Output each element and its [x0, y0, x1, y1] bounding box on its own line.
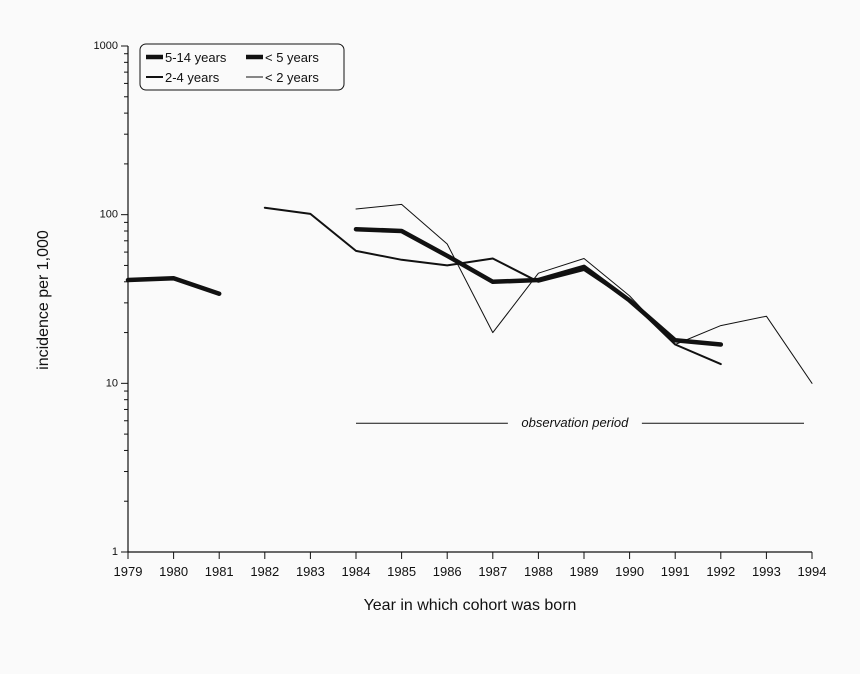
x-tick-label: 1986 — [433, 564, 462, 579]
y-tick-label: 100 — [100, 209, 118, 221]
y-axis-title: incidence per 1,000 — [35, 230, 52, 370]
x-tick-label: 1982 — [250, 564, 279, 579]
legend: 5-14 years < 5 years 2-4 years < 2 years — [139, 43, 345, 91]
series-line-under-5-years — [353, 226, 724, 347]
y-tick-label: 1 — [112, 546, 118, 558]
series-line-under-2-years — [355, 203, 813, 384]
x-tick-label: 1980 — [159, 564, 188, 579]
x-axis-title: Year in which cohort was born — [364, 597, 577, 614]
x-tick-label: 1984 — [342, 564, 371, 579]
legend-label-under-2-years: < 2 years — [265, 70, 319, 85]
series-lines — [125, 203, 813, 384]
legend-label-5-14-years: 5-14 years — [165, 50, 227, 65]
x-tick-label: 1992 — [706, 564, 735, 579]
axes — [127, 46, 812, 553]
x-tick-label: 1979 — [114, 564, 143, 579]
series-line-2-4-years — [263, 206, 722, 366]
x-tick-label: 1981 — [205, 564, 234, 579]
x-tick-label: 1985 — [387, 564, 416, 579]
x-ticks: 1979 1980 1981 1982 1983 1984 1985 1986 1987 1988… — [114, 552, 827, 579]
legend-label-under-5-years: < 5 years — [265, 50, 319, 65]
x-tick-label: 1989 — [570, 564, 599, 579]
x-tick-label: 1988 — [524, 564, 553, 579]
x-tick-label: 1994 — [798, 564, 827, 579]
legend-box — [139, 43, 345, 91]
x-tick-label: 1990 — [615, 564, 644, 579]
y-ticks: 1 10 100 1000 — [94, 40, 128, 558]
x-tick-label: 1991 — [661, 564, 690, 579]
legend-label-2-4-years: 2-4 years — [165, 70, 220, 85]
y-tick-label: 1000 — [94, 40, 118, 52]
x-tick-label: 1983 — [296, 564, 325, 579]
observation-period-label: observation period — [521, 415, 629, 430]
y-tick-label: 10 — [106, 377, 118, 389]
x-tick-label: 1987 — [478, 564, 507, 579]
x-tick-label: 1993 — [752, 564, 781, 579]
observation-period-annotation: observation period — [356, 415, 804, 430]
series-line-5-14-years — [125, 275, 222, 296]
